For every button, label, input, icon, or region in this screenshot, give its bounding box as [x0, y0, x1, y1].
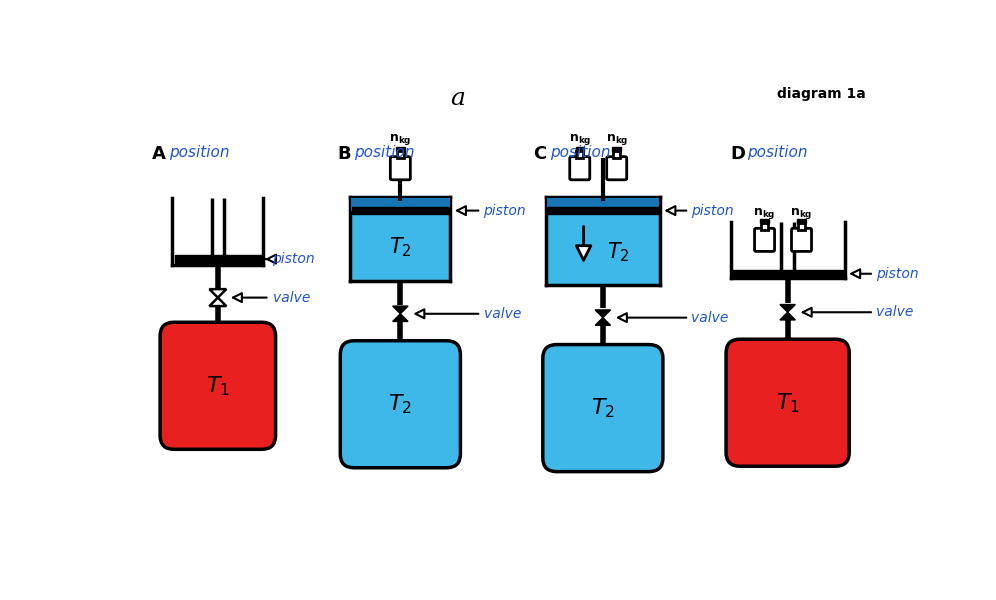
Text: $T_2$: $T_2$ — [591, 397, 615, 420]
FancyBboxPatch shape — [160, 322, 276, 449]
Polygon shape — [780, 312, 796, 320]
Polygon shape — [209, 298, 226, 306]
FancyBboxPatch shape — [792, 229, 812, 251]
Bar — [760, 219, 769, 223]
FancyBboxPatch shape — [390, 157, 410, 180]
Bar — [396, 148, 404, 151]
Text: position: position — [355, 145, 414, 160]
Text: valve: valve — [876, 305, 913, 319]
Bar — [797, 219, 806, 223]
FancyBboxPatch shape — [570, 157, 590, 180]
Bar — [732, 270, 843, 278]
FancyBboxPatch shape — [755, 229, 775, 251]
Text: diagram 1a: diagram 1a — [778, 88, 867, 101]
Text: D: D — [730, 145, 745, 163]
Text: position: position — [747, 145, 808, 160]
Polygon shape — [392, 314, 408, 322]
FancyBboxPatch shape — [726, 339, 850, 466]
Bar — [547, 197, 659, 211]
Bar — [174, 255, 261, 263]
Text: valve: valve — [273, 290, 311, 305]
Polygon shape — [209, 289, 226, 298]
Text: $T_1$: $T_1$ — [776, 391, 800, 415]
Text: piston: piston — [691, 203, 734, 218]
Text: B: B — [338, 145, 351, 163]
Polygon shape — [596, 317, 611, 325]
Text: $\mathbf{n}_{\mathbf{kg}}$: $\mathbf{n}_{\mathbf{kg}}$ — [606, 131, 627, 146]
Text: $\mathbf{n}_{\mathbf{kg}}$: $\mathbf{n}_{\mathbf{kg}}$ — [389, 131, 411, 146]
Text: $T_2$: $T_2$ — [389, 235, 411, 259]
Bar — [352, 207, 449, 214]
Text: $T_1$: $T_1$ — [206, 374, 230, 398]
Text: position: position — [551, 145, 611, 160]
Bar — [577, 151, 584, 158]
Text: piston: piston — [483, 203, 526, 218]
Text: piston: piston — [272, 252, 315, 266]
Bar — [761, 223, 768, 230]
Text: A: A — [152, 145, 166, 163]
Bar — [351, 197, 449, 211]
Bar — [614, 151, 621, 158]
FancyBboxPatch shape — [341, 341, 460, 468]
Polygon shape — [596, 310, 611, 317]
Text: $\mathbf{n}_{\mathbf{kg}}$: $\mathbf{n}_{\mathbf{kg}}$ — [753, 206, 776, 221]
Text: position: position — [169, 145, 230, 160]
Polygon shape — [392, 306, 408, 314]
FancyBboxPatch shape — [607, 157, 626, 180]
Text: $T_2$: $T_2$ — [388, 392, 412, 416]
Polygon shape — [780, 305, 796, 312]
Text: a: a — [450, 88, 465, 110]
Text: $T_2$: $T_2$ — [607, 241, 629, 265]
Text: piston: piston — [876, 267, 919, 281]
Bar — [396, 151, 403, 158]
Bar — [548, 207, 658, 214]
Bar — [613, 148, 621, 151]
Bar — [351, 197, 449, 281]
Text: $\mathbf{n}_{\mathbf{kg}}$: $\mathbf{n}_{\mathbf{kg}}$ — [791, 206, 813, 221]
Bar — [798, 223, 805, 230]
FancyBboxPatch shape — [543, 344, 663, 472]
Bar — [576, 148, 584, 151]
Text: valve: valve — [691, 311, 729, 325]
Text: $\mathbf{n}_{\mathbf{kg}}$: $\mathbf{n}_{\mathbf{kg}}$ — [569, 131, 591, 146]
Bar — [547, 197, 659, 284]
Text: valve: valve — [483, 307, 521, 321]
Text: C: C — [534, 145, 547, 163]
